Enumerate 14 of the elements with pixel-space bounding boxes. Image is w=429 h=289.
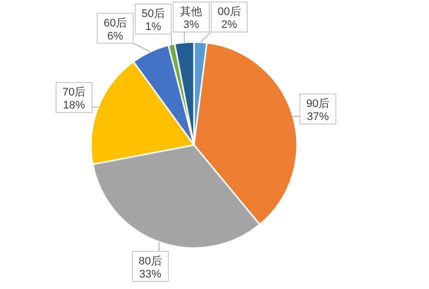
- data-label: 37%: [306, 111, 330, 124]
- slice-label: 70后: [62, 86, 86, 99]
- slice-label: 90后: [306, 97, 330, 110]
- slice-label: 其他: [180, 5, 202, 18]
- data-label: 33%: [139, 268, 162, 280]
- slice-label: 00后: [218, 5, 241, 18]
- slice-label: 60后: [104, 16, 127, 30]
- data-label: 6%: [107, 30, 124, 42]
- slice-label: 50后: [142, 7, 165, 20]
- data-label: 2%: [221, 19, 238, 31]
- data-label: 18%: [63, 100, 86, 112]
- slice-label: 80后: [138, 254, 162, 268]
- data-label: 1%: [145, 21, 162, 34]
- data-label: 3%: [183, 19, 200, 31]
